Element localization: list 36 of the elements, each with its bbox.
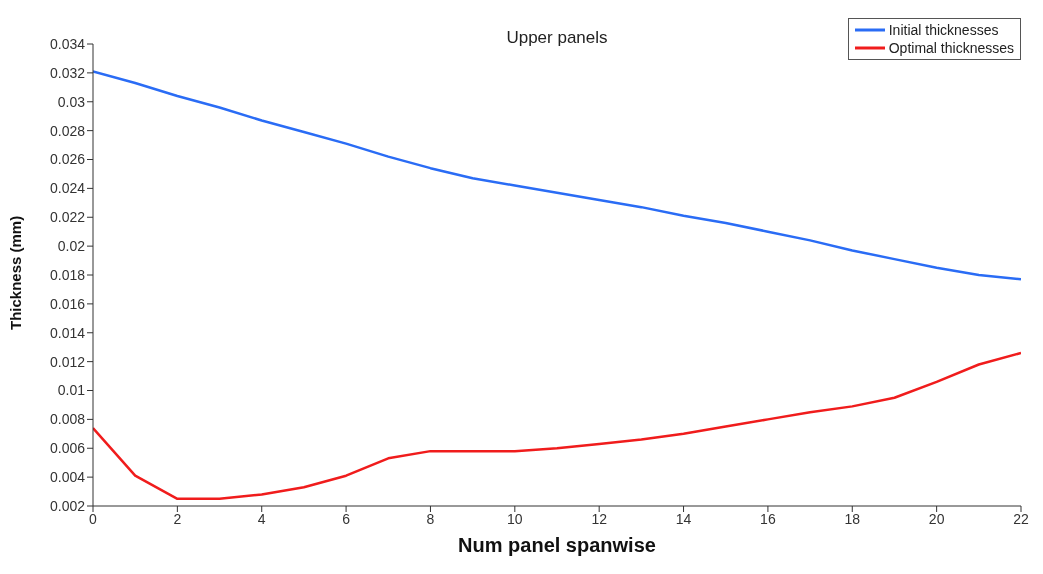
y-tick-label: 0.022 [49, 209, 86, 226]
x-tick-label: 20 [928, 510, 945, 527]
y-tick-label: 0.034 [49, 35, 86, 52]
y-tick-label: 0.01 [57, 382, 86, 399]
x-tick-label: 0 [89, 510, 98, 527]
x-tick-label: 6 [342, 510, 351, 527]
x-tick-label: 2 [173, 510, 182, 527]
y-tick-label: 0.016 [49, 295, 86, 312]
chart-title: Upper panels [506, 28, 608, 47]
legend-label: Optimal thicknesses [888, 39, 1014, 57]
y-tick-label: 0.02 [57, 238, 86, 255]
y-axis-title: Thickness (mm) [7, 215, 25, 330]
y-tick-label: 0.006 [49, 440, 86, 457]
y-tick-label: 0.028 [49, 122, 86, 139]
y-tick-label: 0.026 [49, 151, 86, 168]
y-tick-label: 0.018 [49, 266, 86, 283]
line-series [93, 70, 1021, 281]
x-axis-title: Num panel spanwise [458, 534, 656, 556]
legend-label: Initial thicknesses [888, 21, 999, 39]
x-tick-label: 10 [507, 510, 523, 527]
y-tick-label: 0.008 [49, 411, 86, 428]
y-tick-label: 0.032 [49, 64, 86, 81]
y-tick-label: 0.004 [49, 469, 86, 486]
x-tick-label: 14 [675, 510, 692, 527]
x-tick-label: 18 [844, 510, 861, 527]
x-tick-label: 12 [591, 510, 608, 527]
line-series [93, 351, 1021, 501]
y-tick-label: 0.03 [57, 93, 86, 110]
x-tick-label: 22 [1013, 510, 1029, 527]
y-tick-label: 0.002 [49, 497, 86, 514]
y-tick-label: 0.024 [49, 180, 86, 197]
y-tick-label: 0.012 [49, 353, 86, 370]
x-tick-label: 4 [257, 510, 266, 527]
y-tick-label: 0.014 [49, 324, 86, 341]
x-tick-label: 16 [760, 510, 776, 527]
x-tick-label: 8 [426, 510, 435, 527]
